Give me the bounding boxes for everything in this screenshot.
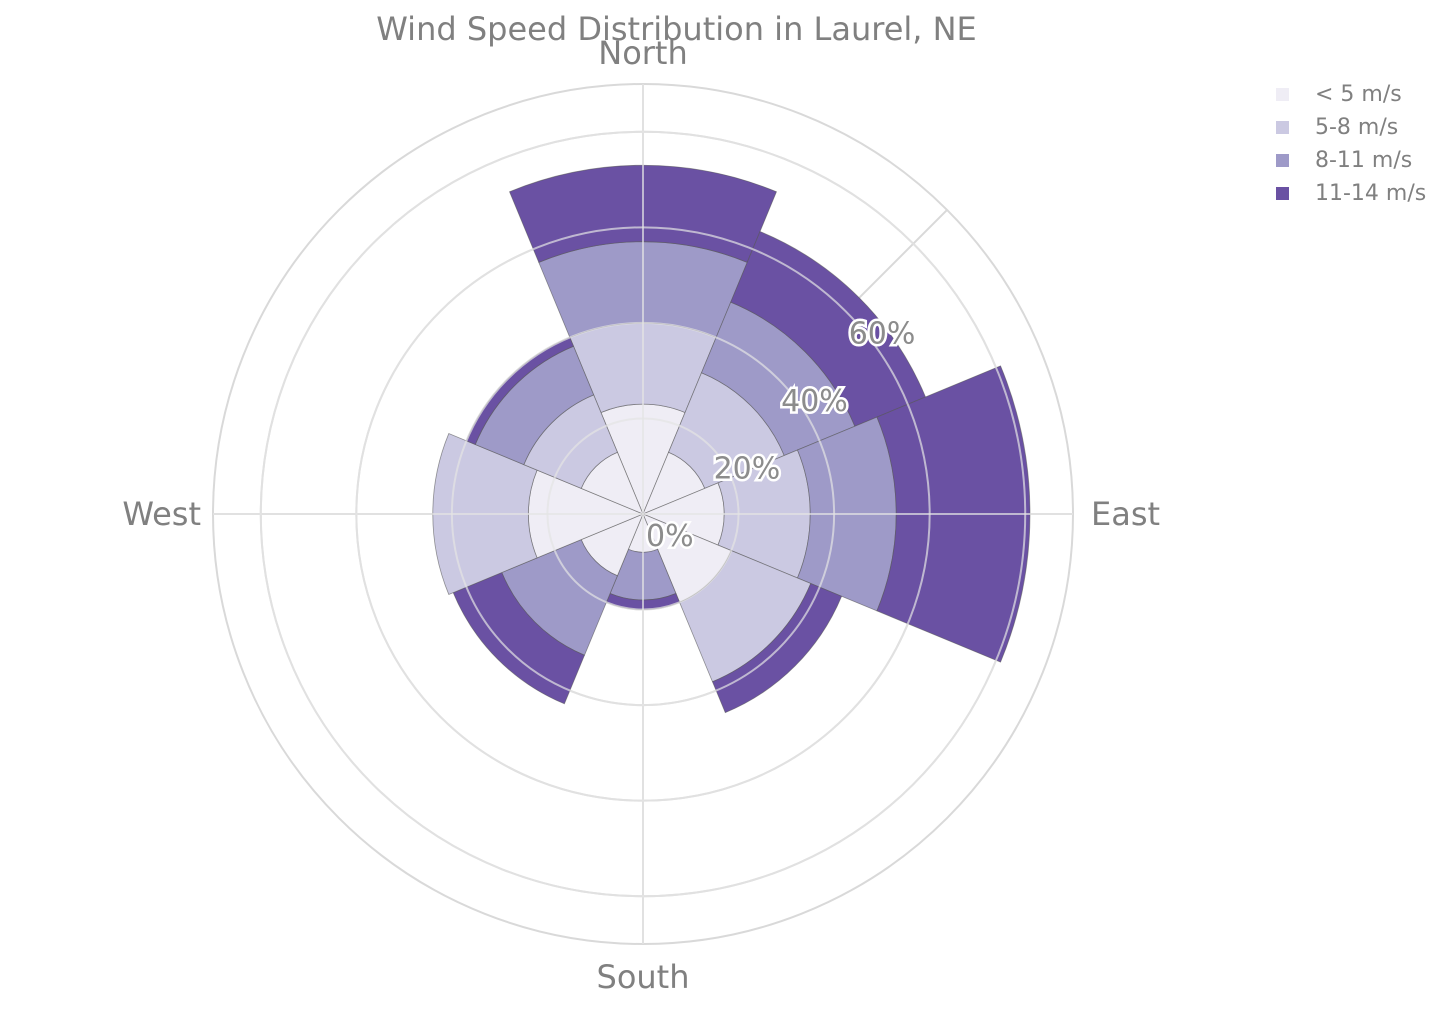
radial-tick-label: 60% [849, 316, 916, 351]
direction-label-south: South [597, 958, 690, 996]
legend-item[interactable]: < 5 m/s [1276, 78, 1426, 111]
chart-title: Wind Speed Distribution in Laurel, NE [376, 10, 977, 48]
polar-labels: North East South West 0% 20%40%60% [122, 34, 1160, 996]
legend-label: 11-14 m/s [1315, 181, 1427, 206]
legend-label: < 5 m/s [1315, 82, 1402, 107]
direction-label-west: West [122, 495, 201, 533]
legend-swatch [1276, 121, 1289, 134]
legend: < 5 m/s 5-8 m/s 8-11 m/s 11-14 m/s [1276, 78, 1426, 210]
bar-segment-south-east-series-3 [711, 582, 843, 714]
legend-swatch [1276, 154, 1289, 167]
legend-swatch [1276, 187, 1289, 200]
polar-bars [213, 84, 1073, 944]
radial-tick-label: 0% [646, 519, 694, 554]
radial-tick-label: 20% [714, 451, 781, 486]
direction-label-east: East [1091, 495, 1160, 533]
radial-tick-label: 40% [781, 384, 848, 419]
legend-item[interactable]: 8-11 m/s [1276, 144, 1426, 177]
legend-item[interactable]: 11-14 m/s [1276, 177, 1426, 210]
direction-label-north: North [598, 34, 688, 72]
legend-label: 8-11 m/s [1315, 148, 1413, 173]
legend-swatch [1276, 88, 1289, 101]
legend-item[interactable]: 5-8 m/s [1276, 111, 1426, 144]
legend-label: 5-8 m/s [1315, 115, 1399, 140]
